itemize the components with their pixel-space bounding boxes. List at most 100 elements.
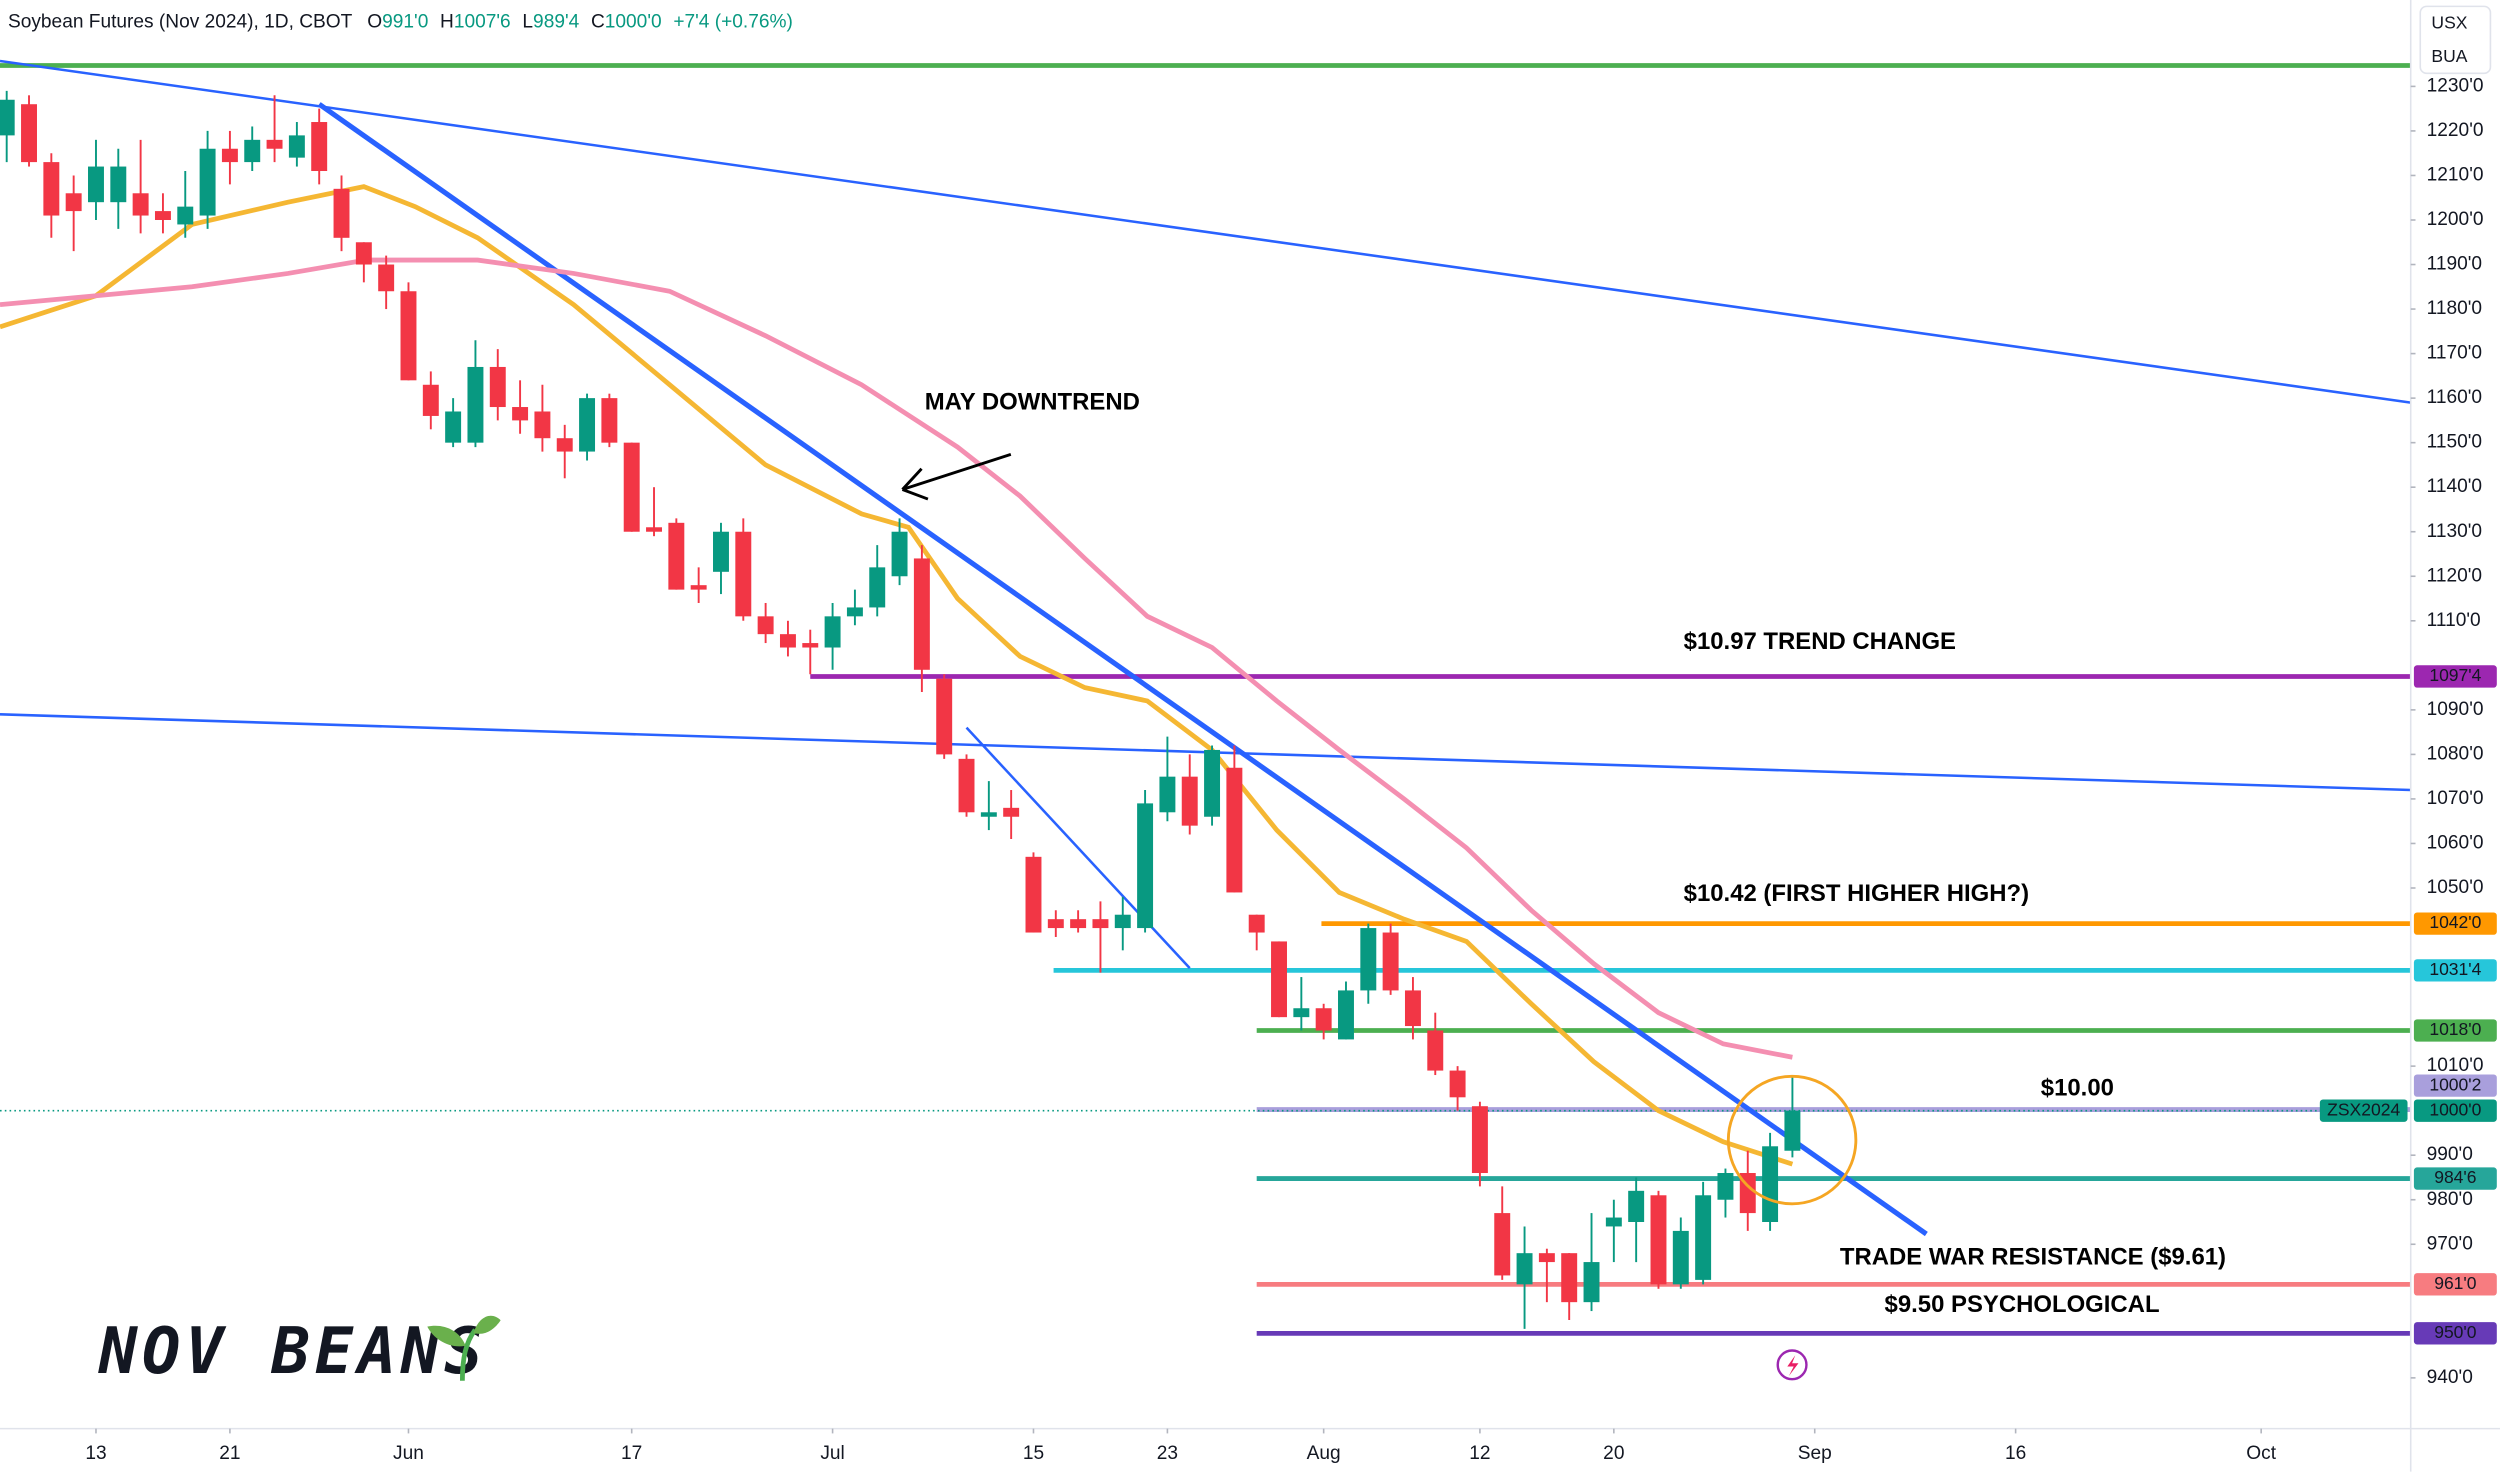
price-label: 1042'0 [2429, 912, 2481, 932]
candle-body [846, 607, 863, 617]
candle-body [21, 104, 37, 163]
x-tick-label: 12 [1469, 1443, 1490, 1464]
candle-body [1315, 1008, 1332, 1031]
candle-body [355, 242, 372, 265]
price-label-bg [2413, 1019, 2497, 1042]
x-tick-label: 17 [621, 1443, 642, 1464]
highlight-circle [1726, 1074, 1858, 1206]
x-tick-label: 20 [1603, 1443, 1624, 1464]
x-tick-label: Jun [393, 1443, 424, 1464]
ohlc-key: O [367, 11, 382, 32]
candle-body [333, 188, 350, 238]
ohlc-key: L [522, 11, 533, 32]
price-label: 950'0 [2434, 1322, 2477, 1342]
candle-body [132, 193, 149, 216]
candle-body [1003, 807, 1020, 817]
annotation: $9.50 PSYCHOLOGICAL [1885, 1291, 2160, 1318]
candle-body [199, 148, 216, 216]
candle-body [1695, 1195, 1712, 1280]
candle-body [802, 643, 819, 648]
candle-body [646, 527, 662, 532]
candle-body [1672, 1230, 1689, 1285]
candle-body [288, 135, 305, 158]
header: Soybean Futures (Nov 2024), 1D, CBOT O99… [8, 11, 793, 32]
y-tick-label: 970'0 [2427, 1233, 2473, 1254]
candle-body [757, 616, 774, 635]
y-tick-label: 1080'0 [2427, 743, 2484, 764]
candle-body [1204, 749, 1221, 817]
candle-body [579, 398, 596, 452]
price-label: 961'0 [2434, 1273, 2477, 1293]
candle-body [221, 148, 238, 163]
price-label-bg [2413, 1322, 2497, 1345]
x-tick-label: 13 [85, 1443, 106, 1464]
trendline [317, 102, 1928, 1237]
chart-title: Soybean Futures (Nov 2024), 1D, CBOT [8, 11, 353, 32]
candle-body [1471, 1106, 1488, 1174]
unit[interactable]: BUA [2431, 46, 2467, 66]
x-tick-label: 16 [2005, 1443, 2026, 1464]
unit-box[interactable] [2419, 5, 2492, 75]
candle-body [1605, 1217, 1622, 1227]
ohlc-value: 989'4 [533, 11, 580, 32]
candle-body [1717, 1173, 1734, 1200]
price-label: 1031'4 [2429, 959, 2481, 979]
annotation: $10.42 (FIRST HIGHER HIGH?) [1684, 880, 2029, 907]
price-label-bg [2413, 1273, 2497, 1296]
candle-body [177, 206, 194, 225]
price-label-bg [2413, 1167, 2497, 1190]
candle-body [1070, 919, 1087, 929]
y-tick-label: 1170'0 [2427, 343, 2482, 364]
moving-average [0, 184, 1794, 1167]
y-tick-label: 1190'0 [2427, 254, 2482, 275]
candle-body [913, 558, 930, 670]
candle-body [154, 211, 171, 220]
y-tick-label: 1010'0 [2427, 1055, 2484, 1076]
candle-body [0, 99, 15, 136]
y-tick-label: 1120'0 [2427, 565, 2482, 586]
candle-body [422, 384, 439, 416]
candle-body [1382, 932, 1399, 991]
ohlc-value: 1007'6 [454, 11, 511, 32]
y-tick-label: 1050'0 [2427, 877, 2484, 898]
annotation: $10.00 [2041, 1074, 2114, 1101]
candle-body [1784, 1110, 1801, 1151]
candle-body [244, 139, 261, 163]
candle-body [713, 531, 729, 572]
candle-body [1092, 919, 1109, 929]
x-tick-label: Oct [2246, 1443, 2276, 1464]
x-tick-label: 21 [219, 1443, 240, 1464]
watermark-title: NOV BEANS [98, 1315, 488, 1389]
annotation: TRADE WAR RESISTANCE ($9.61) [1840, 1243, 2226, 1270]
candle-body [1404, 990, 1421, 1027]
candle-body [869, 567, 886, 608]
candle-body [690, 585, 707, 590]
event-icon-bolt [1787, 1355, 1799, 1377]
price-label-bg [2413, 959, 2497, 982]
candle-body [1181, 776, 1198, 826]
y-tick-label: 980'0 [2427, 1189, 2473, 1210]
candle-body [1561, 1253, 1578, 1303]
annotation: $10.97 TREND CHANGE [1684, 628, 1956, 655]
y-tick-label: 1160'0 [2427, 387, 2482, 408]
ohlc-value: 991'0 [382, 11, 428, 32]
candle-body [1494, 1213, 1511, 1276]
candle-body [779, 634, 796, 648]
candle-body [43, 162, 60, 216]
trendline [0, 59, 2411, 404]
candle-body [1226, 767, 1243, 893]
candle-body [467, 366, 484, 443]
x-tick-label: 15 [1023, 1443, 1044, 1464]
price-label: 1097'4 [2429, 665, 2481, 685]
y-tick-label: 1130'0 [2427, 521, 2482, 542]
event-icon[interactable] [1776, 1349, 1808, 1381]
y-tick-label: 1200'0 [2427, 209, 2484, 230]
candle-body [1137, 803, 1154, 929]
candle-body [1516, 1253, 1533, 1285]
currency[interactable]: USX [2431, 13, 2467, 33]
candle-body [601, 398, 618, 443]
candle-body [556, 438, 573, 452]
candle-body [65, 193, 82, 212]
